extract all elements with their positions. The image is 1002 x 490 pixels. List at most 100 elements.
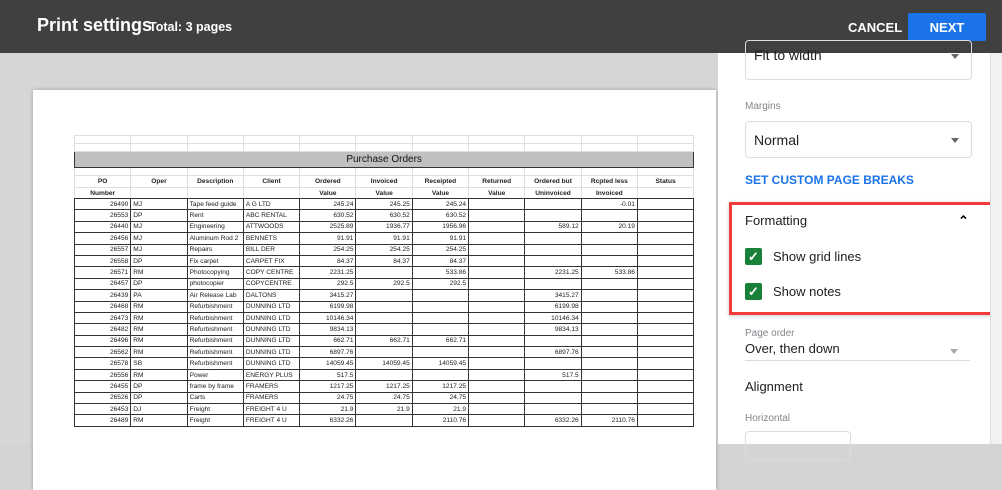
- cell: Invoiced: [580, 187, 638, 199]
- cell: RM: [130, 323, 188, 336]
- cell: 3415.27: [524, 289, 582, 302]
- cell: 2110.76: [580, 414, 638, 427]
- cell: 517.5: [299, 368, 357, 382]
- cell: DUNNING LTD: [242, 300, 301, 313]
- table-row: 26482 RM Refurbishment DUNNING LTD 9834.13 98…: [73, 323, 695, 336]
- cell: [636, 403, 695, 416]
- cell: [355, 414, 413, 427]
- cell: DP: [130, 391, 188, 405]
- cell: [242, 143, 301, 152]
- cell: SB: [130, 357, 188, 370]
- cell: [636, 289, 695, 302]
- cell: [242, 135, 301, 144]
- cell: [411, 289, 470, 302]
- cell: Value: [355, 187, 413, 199]
- cell: DUNNING LTD: [242, 357, 301, 370]
- scale-select[interactable]: Fit to width: [745, 40, 972, 80]
- cell: 254.25: [299, 243, 357, 256]
- cell: [73, 167, 132, 176]
- cell: Ordered: [299, 175, 357, 188]
- next-button[interactable]: NEXT: [908, 13, 986, 41]
- cell: [130, 187, 188, 199]
- cell: [468, 277, 526, 291]
- table-row: 26571 RM Photocopying COPY CENTRE 2231.25 533…: [73, 266, 695, 279]
- cell: DUNNING LTD: [242, 334, 301, 348]
- margins-select[interactable]: Normal: [745, 121, 972, 158]
- cell: 26457: [73, 277, 132, 291]
- chevron-up-icon[interactable]: ⌃: [958, 213, 969, 228]
- table-row: 26526 DP Carts FRAMERS 24.75 24.75 24.75: [73, 391, 695, 405]
- cell: 6897.76: [299, 346, 357, 359]
- cell: 1936.77: [355, 220, 413, 234]
- cell: [636, 220, 695, 234]
- cell: [299, 167, 357, 176]
- cell: DUNNING LTD: [242, 323, 301, 336]
- cell: [468, 311, 526, 325]
- cell: [411, 167, 470, 176]
- cell: [524, 232, 582, 245]
- cell: [580, 277, 638, 291]
- cell: [580, 254, 638, 268]
- cell: [242, 167, 301, 176]
- panel-scrollbar[interactable]: [990, 53, 1002, 444]
- cell: [524, 380, 582, 393]
- show-notes-label[interactable]: Show notes: [773, 284, 841, 299]
- cell: [636, 414, 695, 427]
- horizontal-label: Horizontal: [745, 413, 791, 424]
- cell: 10146.34: [299, 311, 357, 325]
- cell: 6332.26: [299, 414, 357, 427]
- cell: RM: [130, 266, 188, 279]
- cell: 245.25: [355, 197, 413, 211]
- cell: 26556: [73, 368, 132, 382]
- dropdown-arrow-icon: [950, 348, 958, 354]
- cell: FREIGHT 4 U: [242, 414, 301, 427]
- show-grid-lines-label[interactable]: Show grid lines: [773, 249, 862, 264]
- show-notes-checkbox[interactable]: ✓: [745, 283, 762, 300]
- cell: 10146.34: [524, 311, 582, 325]
- cell: 2231.25: [299, 266, 357, 279]
- cell: [580, 391, 638, 405]
- cell: [636, 380, 695, 393]
- cell: [524, 243, 582, 256]
- cell: DP: [130, 277, 188, 291]
- blank-row: [73, 135, 695, 144]
- cell: [636, 368, 695, 382]
- cell: COPYCENTRE: [242, 277, 301, 291]
- cell: [524, 403, 582, 416]
- cell: [524, 209, 582, 222]
- table-row: 26457 DP photocopier COPYCENTRE 292.5 292.5 29…: [73, 277, 695, 291]
- table-row: 26562 RM Refurbishment DUNNING LTD 6897.76 68…: [73, 346, 695, 359]
- cell: [468, 391, 526, 405]
- cell: [636, 254, 695, 268]
- horizontal-select[interactable]: [745, 431, 851, 461]
- cell: [580, 334, 638, 348]
- cell: 24.75: [355, 391, 413, 405]
- cell: Number: [73, 187, 132, 199]
- cell: [636, 311, 695, 325]
- cell: 21.9: [355, 403, 413, 416]
- cell: 245.24: [411, 197, 470, 211]
- page-title: Print settings: [37, 15, 153, 35]
- cell: [355, 289, 413, 302]
- cell: [468, 232, 526, 245]
- formatting-section-header[interactable]: Formatting: [745, 213, 808, 228]
- show-grid-lines-checkbox[interactable]: ✓: [745, 248, 762, 265]
- cell: RM: [130, 311, 188, 325]
- table-row: 26440 MJ Engineering ATTWOODS 2525.89 1936.77…: [73, 220, 695, 234]
- cell: 20.19: [580, 220, 638, 234]
- cancel-button[interactable]: CANCEL: [838, 13, 912, 41]
- cell: [355, 346, 413, 359]
- cell: 1217.25: [299, 380, 357, 393]
- cell: Refurbishment: [186, 323, 244, 336]
- cell: Refurbishment: [186, 311, 244, 325]
- page-order-select[interactable]: Over, then down: [745, 341, 970, 361]
- set-custom-page-breaks-link[interactable]: SET CUSTOM PAGE BREAKS: [745, 173, 914, 187]
- total-pages: Total: 3 pages: [149, 20, 233, 34]
- cell: 3415.27: [299, 289, 357, 302]
- cell: 630.52: [355, 209, 413, 222]
- cell: Fix carpet: [186, 254, 244, 268]
- table-row: 26556 RM Power ENERGY PLUS 517.5 517.5: [73, 368, 695, 382]
- cell: RM: [130, 346, 188, 359]
- cell: [636, 197, 695, 211]
- cell: [636, 277, 695, 291]
